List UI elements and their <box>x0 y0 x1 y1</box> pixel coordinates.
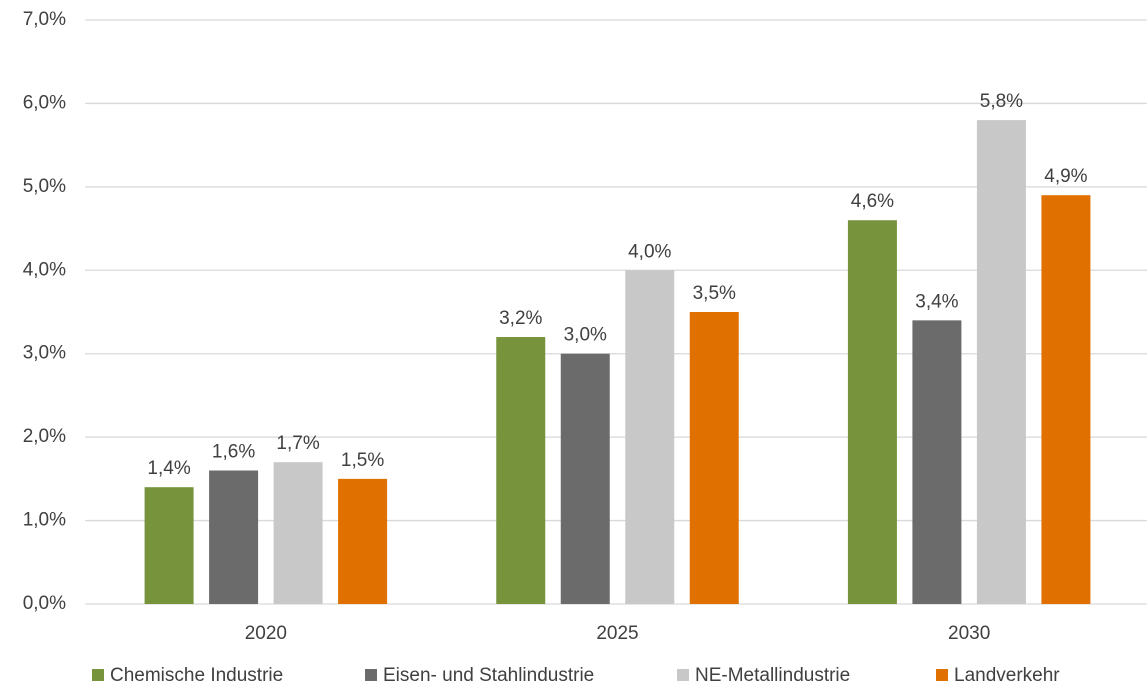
bar <box>338 478 388 604</box>
data-label: 3,0% <box>564 325 607 346</box>
y-tick-label: 1,0% <box>23 510 66 531</box>
bar <box>625 270 675 604</box>
bar <box>144 487 194 604</box>
data-label: 4,6% <box>851 191 894 212</box>
bar <box>560 353 610 604</box>
bar <box>209 470 259 604</box>
data-label: 4,9% <box>1044 166 1087 187</box>
legend-label: Eisen- und Stahlindustrie <box>383 665 594 686</box>
legend-label: NE-Metallindustrie <box>695 665 850 686</box>
x-tick-label: 2030 <box>948 623 990 644</box>
legend-swatch <box>677 669 689 681</box>
bar <box>912 320 962 604</box>
data-label: 5,8% <box>980 91 1023 112</box>
y-tick-label: 0,0% <box>23 593 66 614</box>
x-tick-label: 2025 <box>596 623 638 644</box>
data-label: 1,5% <box>341 450 384 471</box>
legend-swatch <box>365 669 377 681</box>
data-label: 3,4% <box>915 291 958 312</box>
y-tick-label: 4,0% <box>23 259 66 280</box>
data-label: 3,2% <box>499 308 542 329</box>
x-tick-label: 2020 <box>245 623 287 644</box>
y-tick-label: 6,0% <box>23 92 66 113</box>
bar <box>847 220 897 604</box>
y-tick-label: 7,0% <box>23 9 66 30</box>
y-tick-label: 5,0% <box>23 176 66 197</box>
data-label: 1,6% <box>212 442 255 463</box>
bar <box>1041 195 1091 604</box>
bar <box>689 312 739 604</box>
y-tick-label: 2,0% <box>23 426 66 447</box>
data-label: 4,0% <box>628 241 671 262</box>
legend-label: Chemische Industrie <box>110 665 283 686</box>
bar <box>496 337 546 604</box>
bar <box>273 462 323 604</box>
data-label: 1,4% <box>147 458 190 479</box>
legend-swatch <box>92 669 104 681</box>
legend-label: Landverkehr <box>954 665 1060 686</box>
legend-swatch <box>936 669 948 681</box>
data-label: 3,5% <box>693 283 736 304</box>
data-label: 1,7% <box>276 433 319 454</box>
y-tick-label: 3,0% <box>23 343 66 364</box>
bar <box>976 120 1026 604</box>
